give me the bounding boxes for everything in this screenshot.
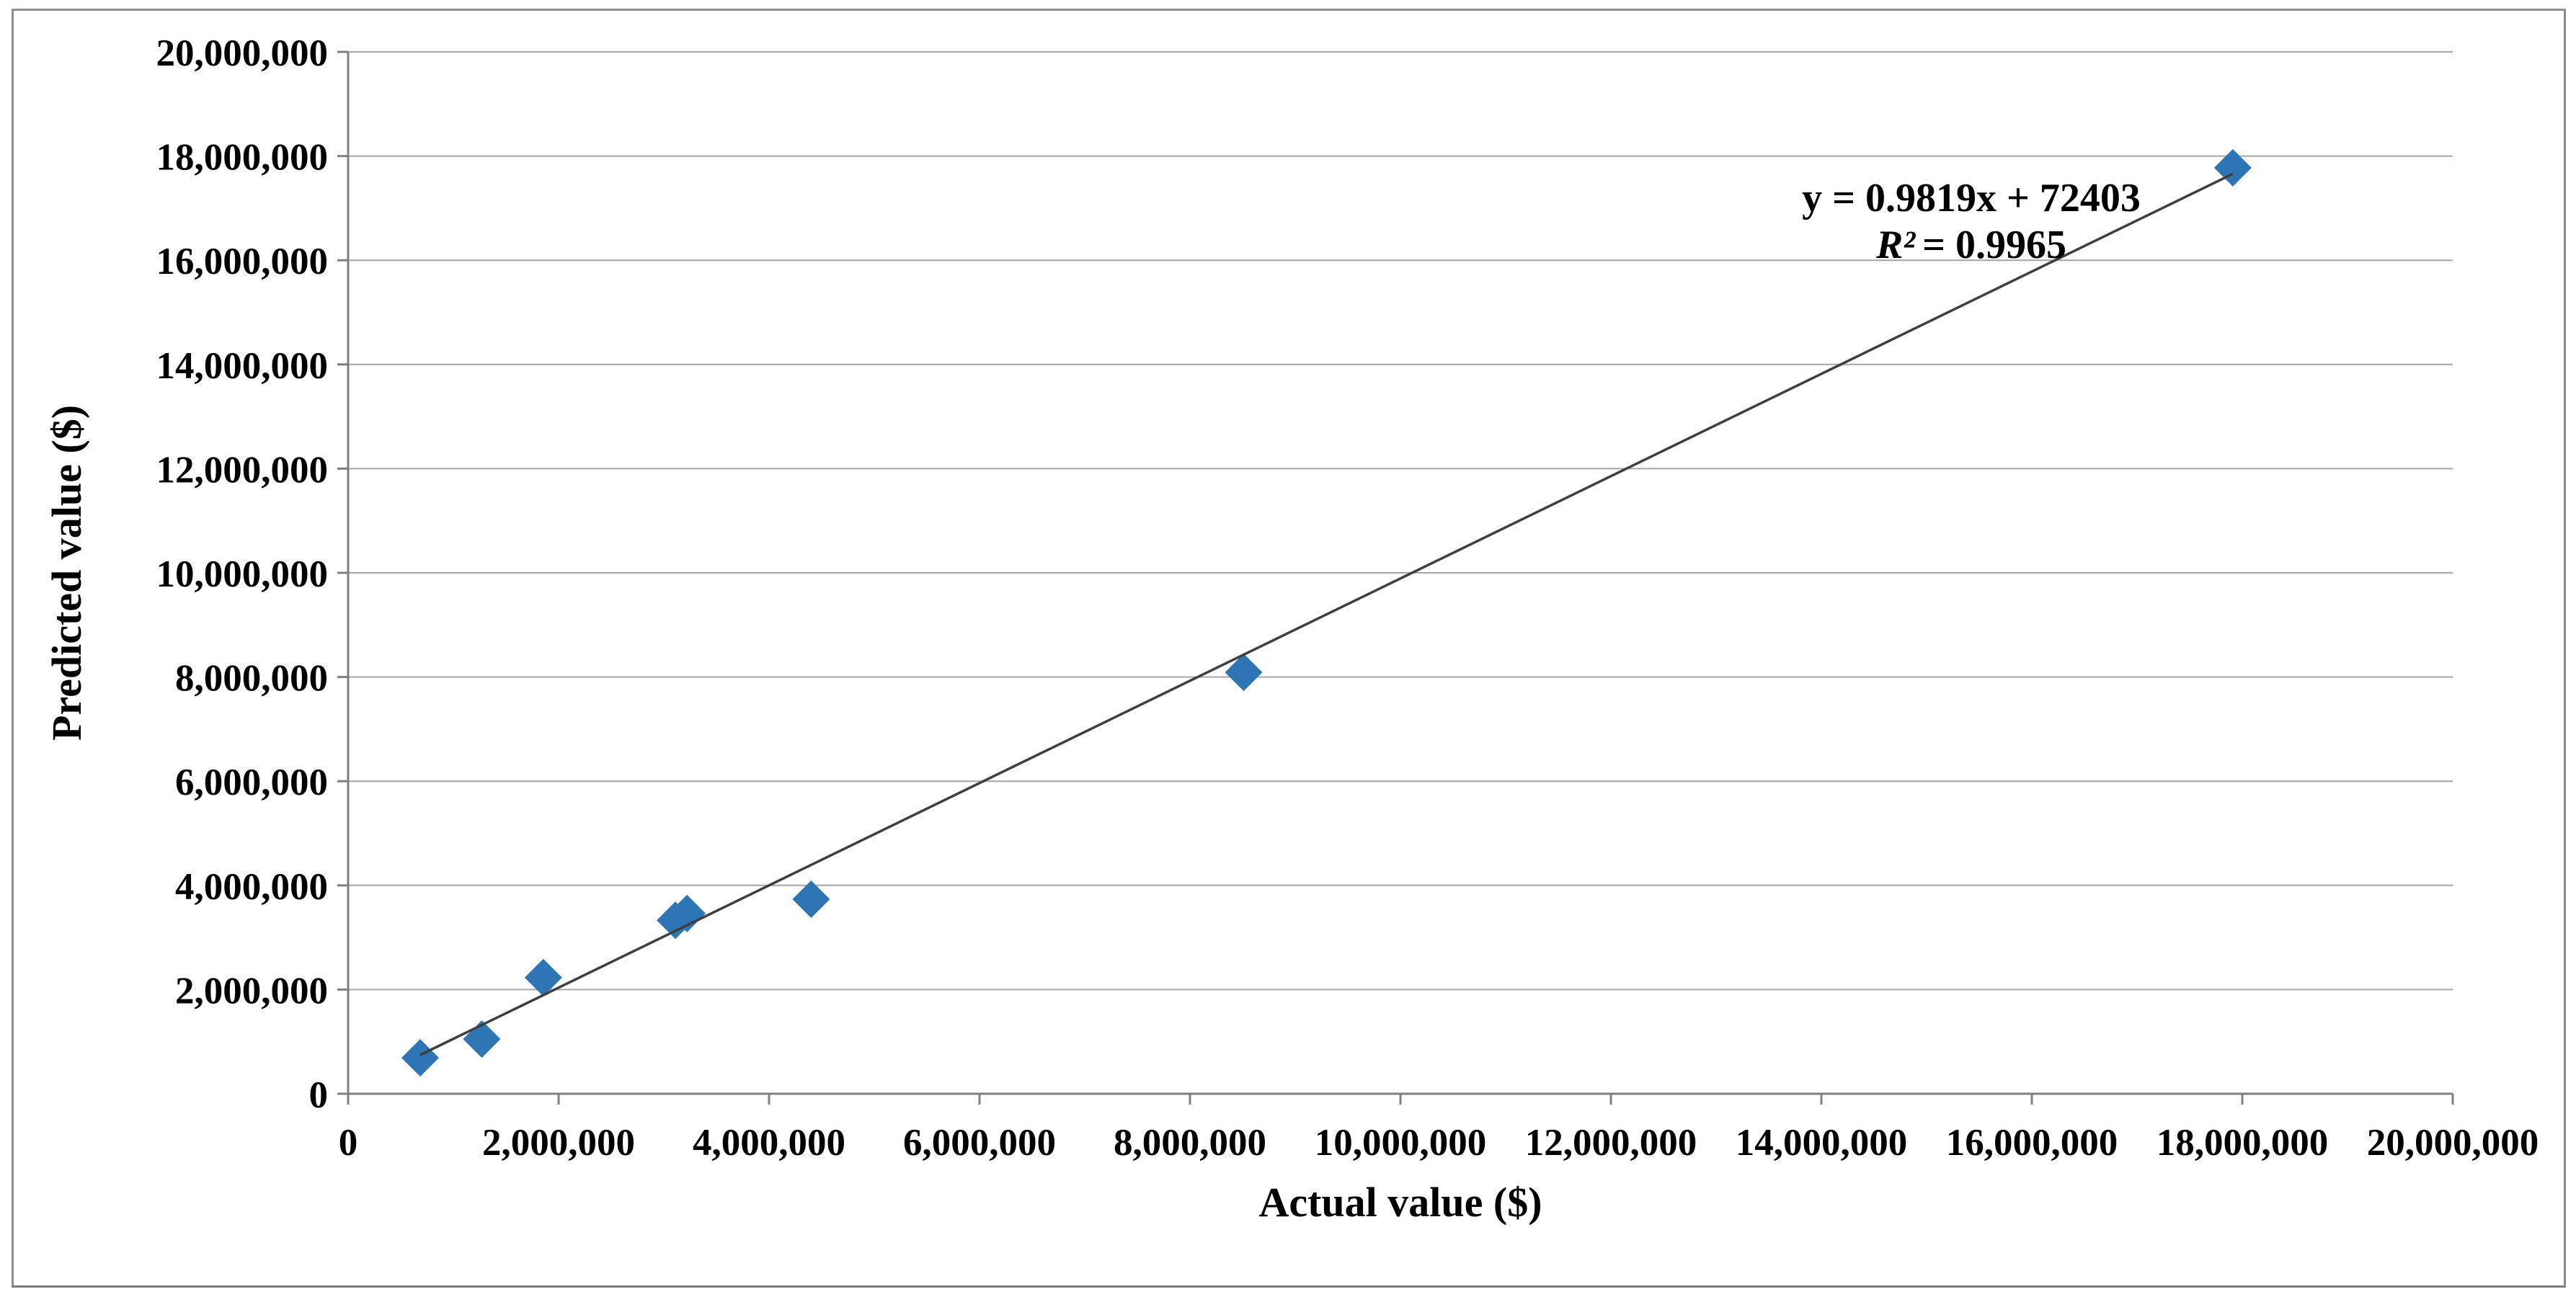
trendline-equation: y = 0.9819x + 72403 <box>1802 176 2141 220</box>
y-tick-label: 14,000,000 <box>156 345 329 387</box>
y-tick-label: 10,000,000 <box>156 553 329 595</box>
x-tick-label: 4,000,000 <box>693 1122 845 1164</box>
x-tick-label: 12,000,000 <box>1525 1122 1697 1164</box>
x-tick-label: 16,000,000 <box>1946 1122 2118 1164</box>
r-squared-value: = 0.9965 <box>1922 223 2066 267</box>
data-point <box>1225 654 1263 692</box>
y-tick-label: 6,000,000 <box>175 762 328 803</box>
y-axis-title: Predicted value ($) <box>43 405 90 741</box>
y-tick-label: 8,000,000 <box>175 658 328 700</box>
r-squared-symbol: R² <box>1875 223 1916 267</box>
y-tick-label: 0 <box>309 1074 329 1116</box>
figure-border <box>12 9 2566 1288</box>
plot-area: 0 2,000,000 4,000,000 6,000,000 8,000,000 10,… <box>156 32 2539 1164</box>
x-tick-label: 0 <box>339 1122 358 1164</box>
y-tick-label: 20,000,000 <box>156 32 329 74</box>
x-tick-label: 8,000,000 <box>1114 1122 1266 1164</box>
data-point <box>401 1039 440 1077</box>
x-tick-label: 6,000,000 <box>903 1122 1056 1164</box>
x-tick-label: 14,000,000 <box>1736 1122 1908 1164</box>
x-tick-label: 2,000,000 <box>482 1122 635 1164</box>
trendline <box>419 172 2234 1056</box>
y-tick-label: 2,000,000 <box>175 970 328 1012</box>
y-tick-label: 4,000,000 <box>175 866 328 908</box>
y-tick-label: 18,000,000 <box>156 137 329 179</box>
data-point <box>524 958 562 996</box>
y-tick-label: 16,000,000 <box>156 241 329 282</box>
x-axis-title: Actual value ($) <box>1258 1179 1542 1226</box>
data-point <box>792 880 830 918</box>
x-tick-label: 18,000,000 <box>2157 1122 2329 1164</box>
data-point <box>668 894 706 932</box>
x-tick-label: 10,000,000 <box>1315 1122 1487 1164</box>
y-tick-label: 12,000,000 <box>156 449 329 491</box>
r-squared: R² = 0.9965 <box>1875 223 2066 267</box>
x-tick-label: 20,000,000 <box>2367 1122 2539 1164</box>
